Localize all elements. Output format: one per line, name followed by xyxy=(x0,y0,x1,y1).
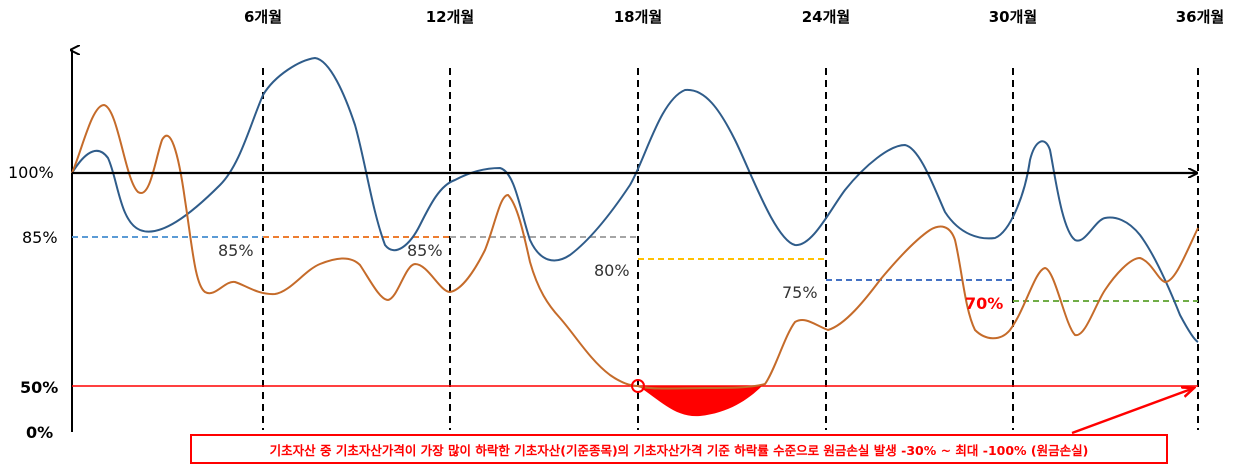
barrier-label-6m: 85% xyxy=(218,241,254,260)
loss-notice-box: 기초자산 중 기초자산가격이 가장 많이 하락한 기초자산(기준종목)의 기초자… xyxy=(190,434,1168,464)
barrier-label-18m: 80% xyxy=(594,261,630,280)
notice-arrow xyxy=(1071,388,1194,435)
loss-notice-text: 기초자산 중 기초자산가격이 가장 많이 하락한 기초자산(기준종목)의 기초자… xyxy=(269,442,1089,458)
asset-line-orange xyxy=(71,103,1199,390)
period-label-30m: 30개월 xyxy=(989,8,1037,26)
period-label-36m: 36개월 xyxy=(1176,8,1224,26)
period-label-18m: 18개월 xyxy=(614,8,662,26)
y-label-85: 85% xyxy=(22,228,58,247)
period-label-24m: 24개월 xyxy=(802,8,850,26)
barrier-label-24m: 75% xyxy=(782,283,818,302)
asset-line-blue xyxy=(71,56,1199,343)
barrier-label-12m: 85% xyxy=(407,241,443,260)
barrier-label-30m: 70% xyxy=(965,294,1003,313)
period-label-12m: 12개월 xyxy=(426,8,474,26)
period-dividers xyxy=(262,68,1199,430)
knock-in-touch-marker xyxy=(631,379,645,393)
period-label-6m: 6개월 xyxy=(244,8,282,26)
y-label-0: 0% xyxy=(26,423,53,442)
y-label-100: 100% xyxy=(8,163,54,182)
y-label-50: 50% xyxy=(20,378,58,397)
loss-region xyxy=(638,386,762,417)
